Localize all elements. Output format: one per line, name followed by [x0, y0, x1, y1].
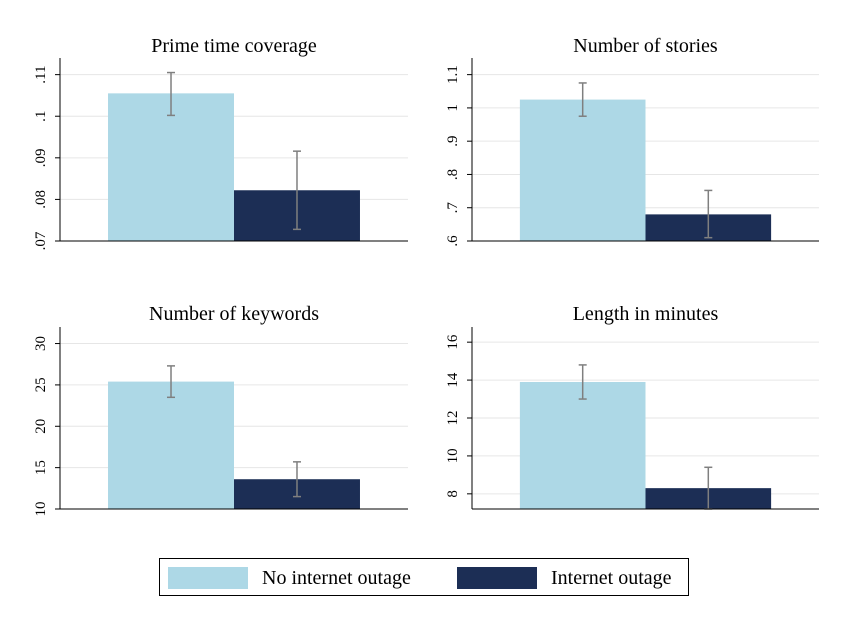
legend-item-no-outage: No internet outage	[168, 566, 411, 590]
y-tick-label: 1.1	[445, 65, 461, 84]
y-tick-label: .07	[33, 231, 49, 250]
chart-panel-4: 8 10 12 14 16 Length in minutes	[445, 303, 819, 510]
legend-label-no-outage: No internet outage	[262, 566, 411, 589]
chart-panel-3: 10 15 20 25 30 Number of keywords	[33, 303, 408, 517]
y-tick-label: 10	[445, 448, 461, 463]
y-tick-label: 20	[33, 419, 49, 434]
chart-title: Length in minutes	[573, 303, 719, 325]
y-tick-label: .7	[445, 202, 461, 214]
y-tick-label: 16	[445, 334, 461, 350]
bar	[519, 99, 646, 241]
chart-title: Prime time coverage	[151, 35, 317, 57]
bar	[108, 93, 234, 242]
legend-swatch-outage	[457, 567, 537, 589]
y-tick-label: 1	[445, 104, 461, 112]
bar	[519, 381, 646, 509]
y-tick-label: 10	[33, 502, 49, 517]
chart-title: Number of stories	[573, 35, 718, 57]
legend-item-outage: Internet outage	[457, 566, 672, 590]
legend: No internet outage Internet outage	[159, 558, 689, 596]
y-tick-label: .11	[33, 66, 49, 84]
y-tick-label: .09	[33, 148, 49, 167]
chart-panel-1: .07 .08 .09 .1 .11 Prime time coverage	[33, 35, 408, 250]
y-tick-label: 30	[33, 336, 49, 351]
y-tick-label: 14	[445, 372, 461, 388]
y-tick-label: .08	[33, 190, 49, 209]
y-tick-label: 12	[445, 411, 461, 426]
chart-title: Number of keywords	[149, 303, 319, 325]
y-tick-label: 15	[33, 460, 49, 475]
legend-label-outage: Internet outage	[551, 566, 672, 589]
y-tick-label: .1	[33, 111, 49, 122]
y-tick-label: 8	[445, 490, 461, 498]
chart-panel-2: .6 .7 .8 .9 1 1.1 Number of stories	[445, 35, 819, 247]
y-tick-label: .9	[445, 136, 461, 147]
y-tick-label: .8	[445, 169, 461, 180]
y-tick-label: 25	[33, 377, 49, 392]
legend-swatch-no-outage	[168, 567, 248, 589]
y-tick-label: .6	[445, 235, 461, 247]
bar	[108, 381, 234, 509]
